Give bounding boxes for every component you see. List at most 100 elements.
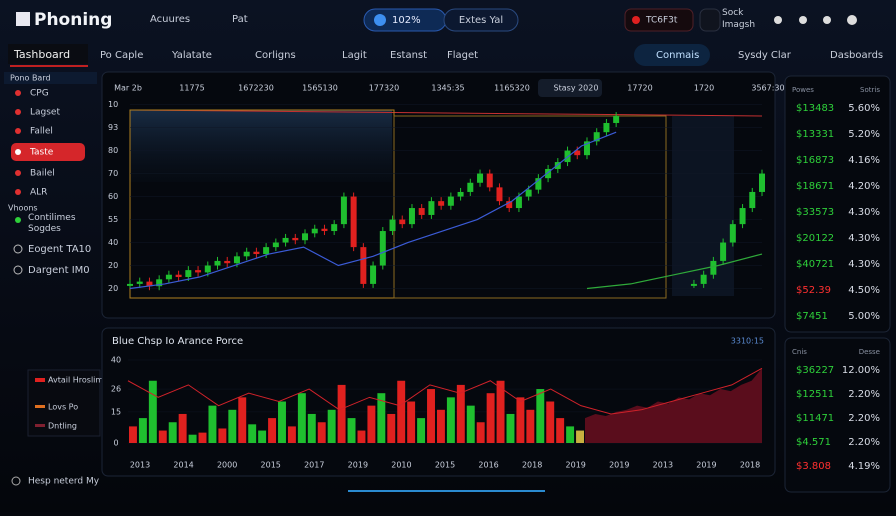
- x-tick-label: 2019: [348, 461, 368, 470]
- candle-body: [175, 274, 182, 278]
- table-cell: $13483: [796, 103, 834, 114]
- candle-body: [389, 219, 396, 232]
- bar: [536, 389, 545, 443]
- x-tick-label: 1672230: [238, 84, 274, 93]
- legend-label: Dntling: [48, 422, 77, 431]
- icon[interactable]: [799, 16, 807, 24]
- y-tick-label: 60: [108, 192, 118, 201]
- sidebar-link[interactable]: Eogent TA10: [28, 244, 91, 255]
- candle-body: [292, 237, 299, 241]
- table-cell: $16873: [796, 155, 834, 166]
- table-cell: $7451: [796, 311, 828, 322]
- sidebar-item[interactable]: CPG: [30, 89, 49, 99]
- candle-body: [302, 233, 309, 241]
- candle-body: [749, 191, 756, 209]
- table-panel: [784, 337, 891, 493]
- stock-label: Sock Imagsh: [722, 8, 755, 30]
- candle-body: [525, 189, 532, 197]
- table-cell: 4.20%: [848, 181, 880, 192]
- icon[interactable]: [847, 15, 857, 25]
- nav-right[interactable]: Conmais: [656, 50, 699, 61]
- table-header: Powes: [792, 86, 814, 94]
- bar: [218, 428, 227, 443]
- x-tick-label: 2017: [304, 461, 324, 470]
- logo-icon: [16, 12, 30, 26]
- candle-body: [350, 196, 357, 248]
- table-cell: 4.30%: [848, 233, 880, 244]
- sidebar-link[interactable]: Dargent IM0: [28, 265, 90, 276]
- pill-value: 102%: [392, 15, 421, 26]
- x-tick-label: 2018: [740, 461, 760, 470]
- candle-body: [204, 265, 211, 273]
- candle-body: [438, 201, 445, 206]
- x-tick-label: 2014: [173, 461, 193, 470]
- x-tick-label: 1165320: [494, 84, 530, 93]
- icon: [11, 476, 21, 486]
- legend-swatch: [35, 424, 45, 427]
- bar: [347, 418, 356, 443]
- pill-icon: [374, 14, 386, 26]
- candle-body: [418, 208, 425, 215]
- sidebar-link[interactable]: Contilimes Sogdes: [28, 213, 100, 237]
- nav-item[interactable]: Estanst: [390, 50, 427, 61]
- icon[interactable]: [823, 16, 831, 24]
- candle-body: [379, 231, 386, 266]
- sidebar-item[interactable]: Fallel: [30, 127, 53, 137]
- sidebar-active: [11, 143, 85, 161]
- nav-item[interactable]: Flaget: [447, 50, 478, 61]
- y-tick-label: 70: [108, 169, 118, 178]
- nav-right[interactable]: Sysdy Clar: [738, 50, 792, 61]
- sidebar-item[interactable]: Bailel: [30, 169, 55, 179]
- bar: [138, 418, 147, 443]
- candle-body: [690, 283, 697, 286]
- candle-body: [214, 260, 221, 266]
- bar: [417, 418, 426, 443]
- tab[interactable]: Pat: [232, 14, 248, 25]
- bar: [466, 405, 475, 443]
- line-series: [129, 131, 617, 290]
- bar: [556, 418, 565, 443]
- bar: [287, 426, 296, 443]
- icon[interactable]: [774, 16, 782, 24]
- x-tick-label: 2015: [261, 461, 281, 470]
- sidebar-footer[interactable]: Hesp neterd My: [28, 477, 100, 487]
- upper-line: [129, 109, 763, 117]
- bar: [317, 422, 326, 443]
- bar: [268, 418, 277, 443]
- table-cell: 2.20%: [848, 437, 880, 448]
- bar: [407, 401, 416, 443]
- y-tick-label: 40: [111, 356, 121, 365]
- x-tick-label: 1345:35: [431, 84, 464, 93]
- nav-active[interactable]: Tashboard: [13, 48, 70, 61]
- bar: [496, 380, 505, 443]
- nav-item[interactable]: Lagit: [342, 50, 367, 61]
- sidebar-item[interactable]: Lagset: [30, 108, 60, 118]
- bar: [327, 409, 336, 443]
- candle-body: [574, 150, 581, 156]
- nav-item[interactable]: Po Caple: [100, 50, 143, 61]
- bar: [576, 430, 584, 443]
- candle-body: [233, 256, 240, 264]
- y-tick-label: 40: [108, 238, 118, 247]
- nav-item[interactable]: Corligns: [255, 50, 296, 61]
- x-tick-label: 2016: [478, 461, 498, 470]
- y-tick-label: 80: [108, 146, 118, 155]
- play[interactable]: [699, 8, 721, 32]
- candle-body: [613, 116, 620, 123]
- table-cell: $11471: [796, 413, 834, 424]
- tab[interactable]: Acuures: [150, 14, 190, 25]
- candle-body: [593, 132, 600, 142]
- line-series: [586, 253, 763, 290]
- legend-swatch: [35, 378, 45, 382]
- sidebar-item[interactable]: ALR: [30, 188, 47, 198]
- alert[interactable]: [624, 8, 694, 32]
- nav-right[interactable]: Dasboards: [830, 50, 883, 61]
- button[interactable]: [443, 8, 519, 32]
- nav-item[interactable]: Yalatate: [171, 50, 212, 61]
- nav-pill[interactable]: [634, 44, 710, 66]
- table-header: Desse: [859, 348, 880, 356]
- sidebar-item[interactable]: Taste: [29, 148, 54, 158]
- bar: [456, 384, 465, 443]
- gap-area: [672, 116, 734, 296]
- candle-body: [136, 281, 143, 284]
